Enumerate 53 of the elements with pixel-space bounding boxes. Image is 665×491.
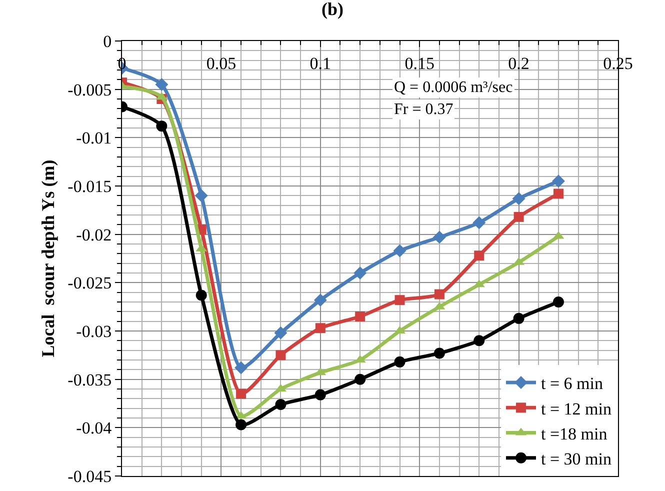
point	[394, 295, 405, 306]
point	[514, 212, 524, 222]
point	[434, 348, 445, 359]
legend-label: t = 6 min	[541, 374, 604, 394]
y-tick-label: -0.025	[68, 274, 112, 293]
point	[314, 389, 326, 400]
point	[196, 290, 207, 301]
point	[156, 120, 168, 132]
point	[276, 350, 286, 360]
y-axis-title: Local scour depth Ys (m)	[38, 160, 58, 358]
point	[234, 361, 248, 374]
point	[432, 230, 446, 244]
x-tick-label: 0.15	[404, 54, 434, 74]
y-tick-label: -0.04	[76, 418, 112, 438]
point	[512, 192, 526, 206]
point	[315, 323, 326, 334]
y-tick-label: -0.015	[68, 176, 112, 196]
point	[552, 174, 565, 188]
y-tick-label: -0.035	[68, 370, 112, 390]
point	[472, 216, 486, 230]
y-tick-label: -0.01	[76, 128, 112, 148]
point	[354, 374, 366, 385]
point	[474, 335, 485, 346]
point	[155, 78, 168, 91]
legend-label: t = 30 min	[541, 449, 612, 468]
x-tick-label: 0.05	[206, 54, 236, 74]
point	[513, 312, 524, 324]
x-tick-label: 0.1	[310, 54, 332, 74]
y-tick-label: -0.03	[76, 322, 112, 341]
point	[194, 189, 208, 202]
point	[314, 294, 327, 307]
y-tick-label: 0	[103, 32, 112, 51]
point	[553, 188, 564, 199]
point	[354, 266, 367, 280]
point	[474, 250, 484, 261]
point	[236, 388, 246, 399]
point	[552, 296, 564, 308]
y-tick-label: -0.045	[68, 466, 112, 486]
chart-title: (b)	[322, 0, 344, 20]
point	[393, 244, 406, 258]
point	[394, 356, 406, 368]
annotation: Fr = 0.37	[394, 101, 454, 118]
annotation: Q = 0.0006 m³/sec	[394, 79, 513, 96]
point	[355, 312, 366, 322]
point	[275, 398, 286, 410]
legend-label: t =18 min	[541, 424, 608, 444]
y-tick-label: -0.005	[68, 80, 112, 100]
legend-label: t = 12 min	[541, 399, 612, 418]
point	[236, 419, 247, 430]
y-tick-label: -0.02	[76, 225, 112, 244]
point	[274, 326, 288, 340]
x-tick-label: 0.2	[508, 54, 530, 74]
point	[434, 289, 444, 300]
